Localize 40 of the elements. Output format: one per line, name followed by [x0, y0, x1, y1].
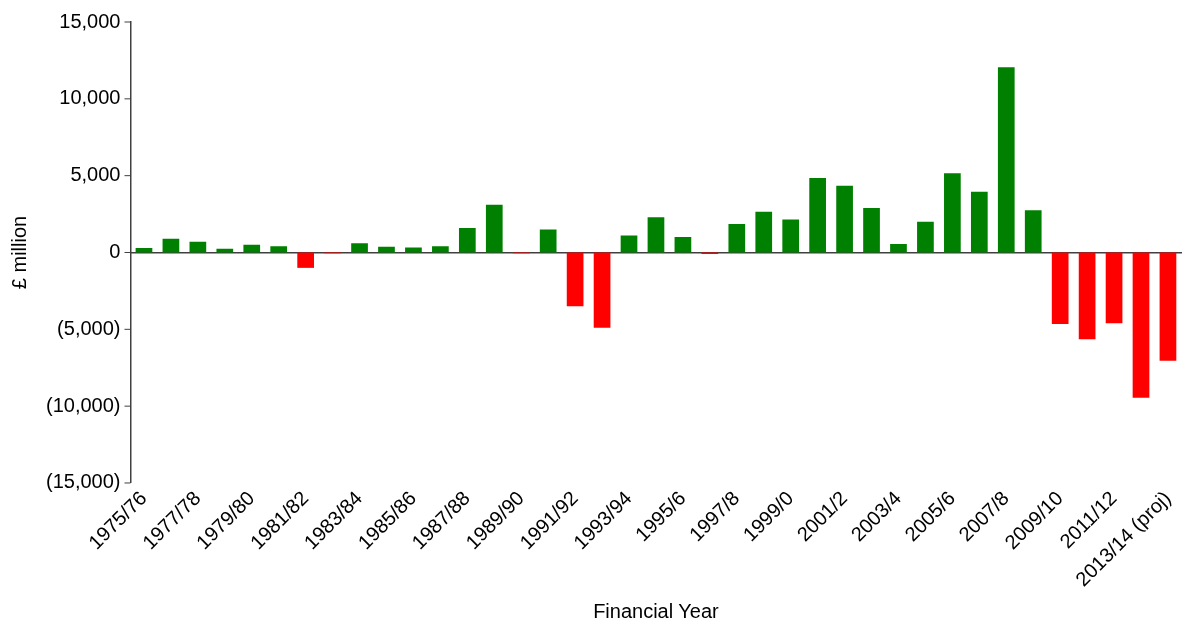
bar: [782, 219, 800, 253]
bar: [1159, 252, 1177, 361]
bar: [1024, 210, 1042, 253]
y-tick-label: 0: [109, 240, 121, 263]
bar: [917, 221, 934, 253]
bar: [1078, 252, 1096, 340]
y-tick-label: (15,000): [45, 470, 121, 493]
bar: [836, 185, 853, 253]
y-tick-label: 5,000: [70, 163, 121, 186]
bar: [458, 227, 476, 253]
y-axis-title: £ million: [7, 215, 30, 290]
bar: [863, 207, 880, 253]
y-tick-label: 10,000: [59, 86, 121, 109]
bar: [890, 244, 907, 253]
bar: [997, 67, 1015, 253]
bar: [432, 246, 449, 253]
bar: [539, 229, 557, 253]
bar: [809, 177, 826, 253]
bar: [970, 191, 988, 253]
y-tick-label: 15,000: [59, 9, 121, 32]
bar: [593, 252, 611, 328]
bar: [162, 238, 180, 253]
bar: [270, 246, 288, 253]
x-axis-title: Financial Year: [593, 599, 720, 622]
bar: [728, 224, 746, 253]
bar: [1132, 252, 1150, 398]
y-tick-label: (10,000): [45, 393, 121, 416]
bar: [243, 244, 261, 253]
bar: [1105, 252, 1123, 324]
bar: [944, 173, 961, 253]
bar: [351, 243, 368, 253]
bar: [1051, 252, 1069, 324]
bar: [620, 235, 638, 253]
y-tick-label: (5,000): [57, 316, 121, 339]
bar: [674, 237, 692, 253]
bar: [566, 252, 584, 307]
bar: [755, 211, 773, 253]
bar: [297, 252, 314, 268]
bar: [647, 217, 665, 253]
bar: [485, 204, 503, 253]
